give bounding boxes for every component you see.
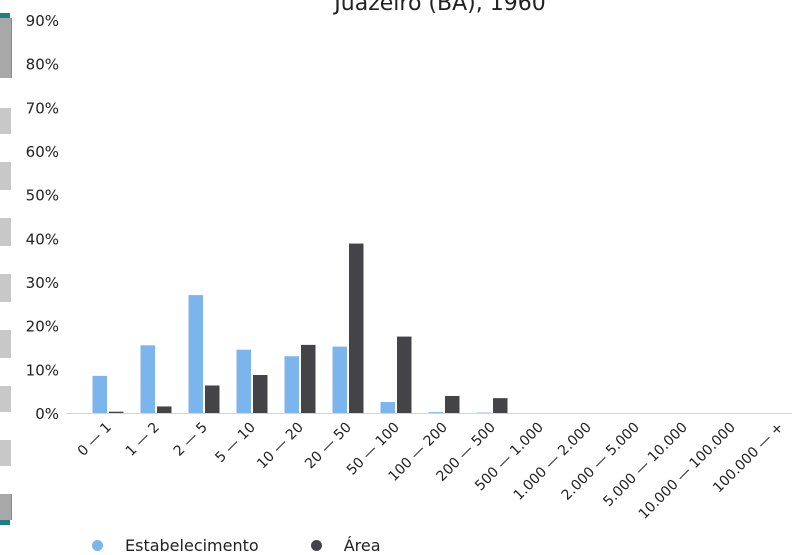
bar-estabelecimento-8[interactable] <box>476 412 492 414</box>
bar-estabelecimento-2[interactable] <box>188 295 204 413</box>
legend-item-area[interactable]: Área <box>310 535 381 555</box>
scroller-bottom-cap <box>0 520 10 525</box>
x-tick-label: 5.000 — 10.000 <box>600 420 690 510</box>
y-tick-label: 80% <box>26 56 59 74</box>
legend: Estabelecimento Área <box>92 535 433 555</box>
x-tick-label: 2 — 5 <box>171 420 211 460</box>
bar-area-7[interactable] <box>445 395 460 413</box>
y-tick-label: 0% <box>35 405 59 423</box>
y-axis: 0% 10% 20% 30% 40% 50% 60% 70% 80% 90% <box>26 12 59 423</box>
scroller-track-segment <box>0 162 11 190</box>
bar-area-4[interactable] <box>301 344 316 413</box>
bar-estabelecimento-7[interactable] <box>428 412 444 413</box>
bar-area-5[interactable] <box>349 243 364 413</box>
bar-estabelecimento-4[interactable] <box>284 356 300 413</box>
legend-label-area: Área <box>343 535 381 555</box>
x-tick-label: 0 — 1 <box>75 420 115 460</box>
y-tick-label: 40% <box>26 230 59 248</box>
y-tick-label: 50% <box>26 187 59 205</box>
y-tick-label: 20% <box>26 318 59 336</box>
scroller-track-segment <box>0 330 11 358</box>
bar-estabelecimento-3[interactable] <box>236 349 252 413</box>
bar-estabelecimento-0[interactable] <box>92 375 108 413</box>
bar-area-2[interactable] <box>205 385 220 413</box>
x-tick-label: 1 — 2 <box>123 420 163 460</box>
scroller-handle-bottom[interactable] <box>0 494 12 520</box>
bar-estabelecimento-6[interactable] <box>380 402 396 413</box>
bar-area-8[interactable] <box>493 398 508 413</box>
chart-title: Juazeiro (BA), 1960 <box>332 0 545 16</box>
bar-area-1[interactable] <box>157 406 172 413</box>
legend-marker-estabelecimento <box>92 539 103 551</box>
y-tick-label: 70% <box>26 99 59 117</box>
scroller-track-segment <box>0 274 11 302</box>
y-tick-label: 30% <box>26 274 59 292</box>
bars <box>92 243 508 414</box>
legend-marker-area <box>310 539 322 551</box>
bar-area-0[interactable] <box>109 411 124 413</box>
x-tick-label: 10 — 20 <box>254 420 307 473</box>
scroller-top-cap <box>0 13 10 18</box>
x-tick-label: 5 — 10 <box>212 420 258 466</box>
bar-estabelecimento-5[interactable] <box>332 346 348 413</box>
bar-area-3[interactable] <box>253 375 268 413</box>
bar-area-6[interactable] <box>397 336 412 413</box>
scroller-handle[interactable] <box>0 18 12 78</box>
bar-estabelecimento-1[interactable] <box>140 345 156 413</box>
scroller-track-segment <box>0 440 11 466</box>
y-tick-label: 10% <box>26 361 59 379</box>
legend-label-estabelecimento: Estabelecimento <box>125 535 259 555</box>
scroller-track-segment <box>0 108 11 134</box>
legend-item-estabelecimento[interactable]: Estabelecimento <box>92 536 259 555</box>
y-tick-label: 60% <box>26 143 59 161</box>
scroller-track-segment <box>0 386 11 412</box>
scroller-track-segment <box>0 218 11 246</box>
y-tick-label: 90% <box>26 12 59 30</box>
